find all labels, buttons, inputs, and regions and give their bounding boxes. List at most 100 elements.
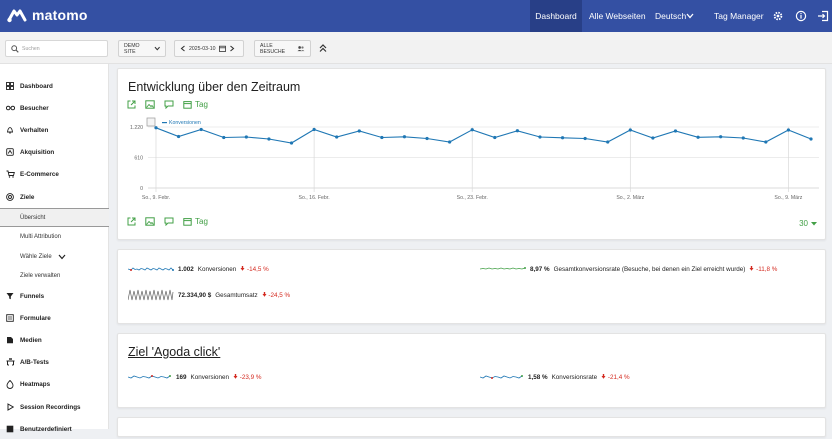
sidebar-item-goals[interactable]: Ziele: [0, 187, 109, 207]
chart-data-point[interactable]: [764, 140, 768, 144]
sidebar-item-ab-tests[interactable]: A/B-Tests: [0, 352, 109, 372]
chart-data-point[interactable]: [606, 140, 610, 144]
chart-y-tick-label: 0: [140, 186, 143, 192]
sidebar-item-media[interactable]: Medien: [0, 330, 109, 350]
chart-data-point[interactable]: [515, 129, 519, 133]
chevron-right-icon[interactable]: [229, 45, 235, 52]
export-icon[interactable]: [127, 100, 136, 109]
chart-data-point[interactable]: [448, 140, 452, 144]
segment-selector[interactable]: ALLE BESUCHE: [254, 40, 311, 57]
metric-change-text: -21,4 %: [607, 373, 630, 381]
legend-label[interactable]: Konversionen: [169, 120, 201, 126]
chevron-left-icon[interactable]: [180, 45, 186, 52]
chart-data-point[interactable]: [335, 135, 339, 139]
chart-y-tick-label: 610: [134, 156, 143, 162]
sidebar-item-label: A/B-Tests: [20, 358, 49, 366]
metric-label: Konversionen: [197, 265, 237, 273]
metric-change-text: -14,5 %: [247, 265, 269, 273]
chart-data-point[interactable]: [357, 129, 361, 133]
sidebar-item-acquisition[interactable]: Akquisition: [0, 142, 109, 162]
chart-data-point[interactable]: [741, 136, 745, 140]
annotation-icon[interactable]: [164, 217, 174, 226]
chart-data-point[interactable]: [651, 136, 655, 140]
nav-dashboard[interactable]: Dashboard: [530, 0, 582, 32]
chart-data-point[interactable]: [560, 136, 565, 140]
chart-data-point[interactable]: [244, 135, 248, 139]
logout-icon[interactable]: [817, 10, 829, 22]
sidebar-item-visitors[interactable]: Besucher: [0, 98, 109, 118]
sidebar-item-session-recordings[interactable]: Session Recordings: [0, 397, 109, 417]
sidebar-subitem-label: Übersicht: [20, 214, 46, 221]
chevron-down-icon: [686, 13, 694, 19]
chart-data-point[interactable]: [538, 135, 542, 139]
help-icon[interactable]: [795, 10, 807, 22]
sidebar-item-ecommerce[interactable]: E-Commerce: [0, 164, 109, 184]
chart-data-point[interactable]: [222, 135, 226, 140]
chart-data-point[interactable]: [402, 135, 407, 139]
date-selector[interactable]: 2025-03-10: [174, 40, 244, 57]
legend-toggle-icon[interactable]: [146, 117, 156, 127]
chart-data-point[interactable]: [425, 136, 429, 141]
top-navigation-bar: matomo Dashboard Alle Webseiten Deutsch …: [0, 0, 832, 32]
chart-data-point[interactable]: [154, 126, 158, 130]
chart-data-point[interactable]: [312, 127, 316, 132]
matomo-logo[interactable]: matomo: [7, 7, 88, 23]
sidebar-item-custom[interactable]: Benutzerdefiniert: [0, 419, 109, 439]
chart-data-point[interactable]: [786, 128, 791, 132]
nav-tag-manager[interactable]: Tag Manager: [714, 11, 764, 21]
sidebar-item-forms[interactable]: Formulare: [0, 308, 109, 328]
annotation-icon[interactable]: [164, 100, 174, 109]
gear-icon[interactable]: [772, 10, 784, 22]
media-icon: [7, 337, 13, 344]
sidebar-subitem-overview[interactable]: Übersicht: [0, 208, 109, 227]
search-input[interactable]: Suchen: [5, 40, 108, 57]
chart-data-point[interactable]: [696, 135, 700, 139]
rows-per-page-selector[interactable]: 30: [799, 219, 817, 228]
export-icon[interactable]: [127, 217, 136, 226]
sidebar-item-funnels[interactable]: Funnels: [0, 286, 109, 306]
chart-data-point[interactable]: [176, 134, 181, 139]
sparkline-revenue[interactable]: 72.334,90 $ Gesamtumsatz -24,5 %: [128, 288, 290, 302]
chart-data-point[interactable]: [470, 128, 474, 132]
chart-data-point[interactable]: [380, 135, 384, 140]
collapse-toolbar-icon[interactable]: [317, 42, 329, 54]
chart-data-point[interactable]: [493, 135, 497, 140]
goal-title-link[interactable]: Ziel 'Agoda click': [128, 345, 221, 359]
language-selector[interactable]: Deutsch: [655, 0, 694, 32]
arrow-down-icon: [601, 373, 606, 379]
chevron-down-icon: [154, 46, 160, 51]
calendar-icon[interactable]: [183, 217, 192, 226]
chart-data-point[interactable]: [809, 137, 813, 141]
goal-sparkline-conversions[interactable]: 169 Konversionen -23,9 %: [128, 372, 261, 382]
sidebar-subitem-label: Multi Attribution: [20, 233, 62, 240]
sidebar-item-behaviour[interactable]: Verhalten: [0, 120, 109, 140]
image-icon[interactable]: [145, 100, 155, 109]
sparkline-conversions[interactable]: 1.002 Konversionen -14,5 %: [128, 264, 269, 274]
chart-data-point[interactable]: [628, 128, 632, 132]
metric-change: -21,4 %: [601, 373, 630, 381]
sidebar-subitem-manage-goals[interactable]: Ziele verwalten: [0, 266, 109, 285]
sidebar-subitem-label: Wähle Ziele: [20, 253, 52, 260]
site-selector[interactable]: DEMO SITE: [118, 40, 166, 57]
chart-data-point[interactable]: [267, 137, 271, 141]
sidebar-item-dashboard[interactable]: Dashboard: [0, 76, 109, 96]
heatmap-icon: [6, 379, 14, 389]
chart-data-point[interactable]: [673, 129, 678, 133]
chart-data-point[interactable]: [289, 141, 294, 145]
image-icon[interactable]: [145, 217, 155, 226]
period-label[interactable]: Tag: [195, 100, 208, 109]
chart-data-point[interactable]: [583, 136, 587, 141]
sparkline-conversion-rate[interactable]: 8,97 % Gesamtkonversionsrate (Besuche, b…: [480, 264, 777, 274]
nav-all-sites[interactable]: Alle Webseiten: [589, 11, 646, 21]
evolution-footer-icons: Tag: [127, 217, 208, 226]
period-label[interactable]: Tag: [195, 217, 208, 226]
sidebar-subitem-multi-attribution[interactable]: Multi Attribution: [0, 227, 109, 246]
goal-sparkline-conversion-rate[interactable]: 1,58 % Konversionsrate -21,4 %: [480, 372, 630, 382]
chart-data-point[interactable]: [199, 127, 203, 132]
sidebar-subitem-choose-goals[interactable]: Wähle Ziele: [0, 247, 109, 266]
sidebar-item-heatmaps[interactable]: Heatmaps: [0, 374, 109, 394]
chart-data-point[interactable]: [719, 135, 723, 139]
calendar-icon[interactable]: [183, 100, 192, 109]
metric-change: -24,5 %: [262, 291, 290, 299]
play-icon: [7, 403, 14, 411]
